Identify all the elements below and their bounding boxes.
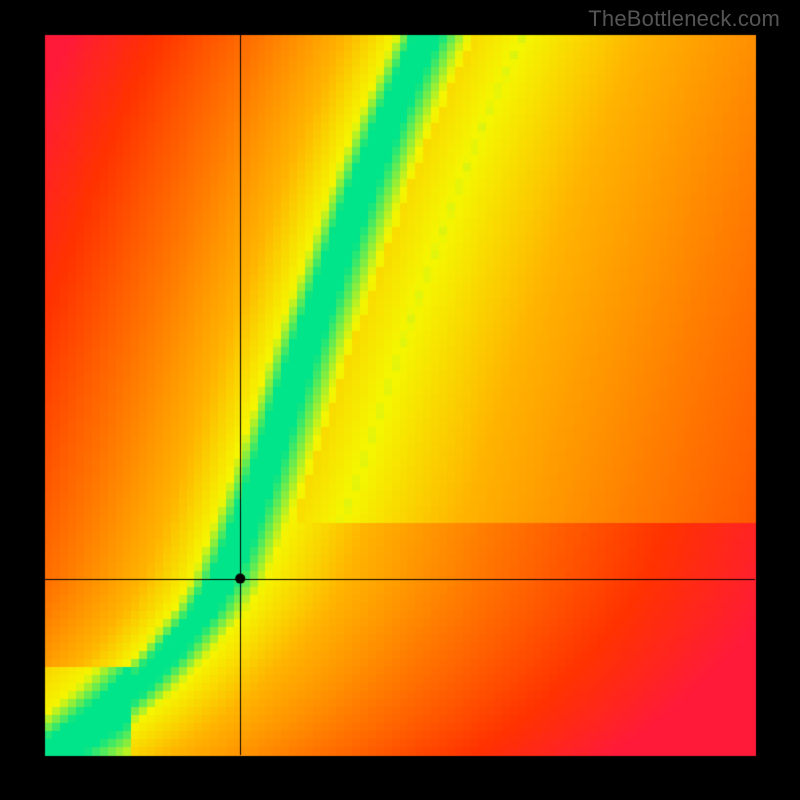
- bottleneck-heatmap: [0, 0, 800, 800]
- watermark-text: TheBottleneck.com: [588, 6, 780, 32]
